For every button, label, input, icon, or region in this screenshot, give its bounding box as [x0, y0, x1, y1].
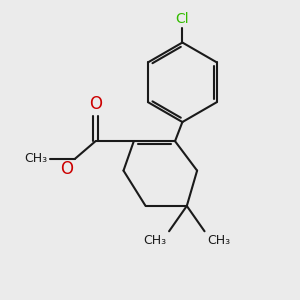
- Text: CH₃: CH₃: [143, 234, 166, 247]
- Text: CH₃: CH₃: [24, 152, 47, 165]
- Text: O: O: [60, 160, 73, 178]
- Text: CH₃: CH₃: [208, 234, 231, 247]
- Text: Cl: Cl: [176, 12, 189, 26]
- Text: O: O: [89, 94, 102, 112]
